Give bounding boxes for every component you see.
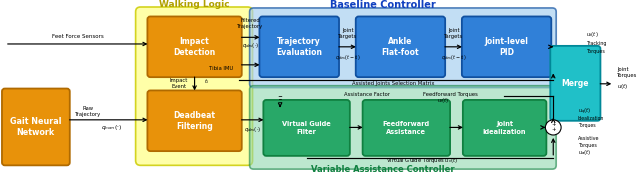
- Text: Merge: Merge: [562, 79, 589, 88]
- Text: Joint
Targets: Joint Targets: [339, 28, 358, 39]
- FancyBboxPatch shape: [462, 17, 551, 77]
- FancyBboxPatch shape: [356, 17, 445, 77]
- Text: Joint-level
PID: Joint-level PID: [484, 37, 529, 57]
- Text: Joint
Torques: Joint Torques: [617, 67, 637, 78]
- Text: $u_q(t)$: $u_q(t)$: [578, 107, 591, 117]
- Text: Virtual Guide Torques $u_v(t)$: Virtual Guide Torques $u_v(t)$: [387, 156, 459, 165]
- FancyBboxPatch shape: [250, 8, 556, 88]
- Text: Impact
Detection: Impact Detection: [173, 37, 216, 57]
- FancyBboxPatch shape: [2, 89, 70, 165]
- Text: Feet Force Sensors: Feet Force Sensors: [52, 34, 104, 39]
- Text: Tracking: Tracking: [586, 41, 606, 46]
- Text: Torques: Torques: [586, 49, 605, 54]
- Text: $u_a(t)$: $u_a(t)$: [578, 148, 591, 157]
- FancyBboxPatch shape: [550, 46, 600, 121]
- Text: Torques: Torques: [578, 143, 596, 148]
- Text: Assisted Joints Selection Matrix: Assisted Joints Selection Matrix: [352, 81, 435, 86]
- Text: $\Xi$: $\Xi$: [277, 94, 283, 105]
- Text: Idealization: Idealization: [578, 116, 604, 121]
- FancyBboxPatch shape: [264, 100, 350, 156]
- Text: $q_{des}(\cdot)$: $q_{des}(\cdot)$: [242, 41, 259, 50]
- Text: $t_i$: $t_i$: [204, 77, 209, 86]
- Text: Walking Logic: Walking Logic: [159, 0, 230, 9]
- Text: $u_t(t)$: $u_t(t)$: [586, 30, 598, 39]
- Text: $q_{des}(\cdot)$: $q_{des}(\cdot)$: [244, 125, 261, 134]
- FancyBboxPatch shape: [250, 86, 556, 169]
- Text: $q_{des}(t-t_i)$: $q_{des}(t-t_i)$: [441, 53, 467, 62]
- Text: Filtered
Trajectory: Filtered Trajectory: [237, 18, 264, 29]
- FancyBboxPatch shape: [136, 7, 253, 165]
- Text: Trajectory
Evaluation: Trajectory Evaluation: [276, 37, 322, 57]
- FancyBboxPatch shape: [463, 100, 547, 156]
- Text: Joint
Targets: Joint Targets: [444, 28, 463, 39]
- Text: Feedforward Torques: Feedforward Torques: [422, 92, 477, 97]
- Text: $q_{des}(t-t_i)$: $q_{des}(t-t_i)$: [335, 53, 361, 62]
- Text: Joint
Idealization: Joint Idealization: [483, 121, 526, 135]
- Text: Baseline Controller: Baseline Controller: [330, 0, 436, 10]
- Text: Feedforward
Assistance: Feedforward Assistance: [383, 121, 430, 135]
- Text: Assistance Factor: Assistance Factor: [344, 92, 390, 97]
- Text: Deadbeat
Filtering: Deadbeat Filtering: [173, 111, 216, 131]
- Text: Torques: Torques: [578, 123, 595, 128]
- FancyBboxPatch shape: [259, 17, 339, 77]
- FancyBboxPatch shape: [363, 100, 450, 156]
- Text: Gait Neural
Network: Gait Neural Network: [10, 117, 61, 137]
- Text: Assistive: Assistive: [578, 136, 599, 141]
- Text: Virtual Guide
Filter: Virtual Guide Filter: [282, 121, 331, 135]
- Text: Raw
Trajectory: Raw Trajectory: [76, 106, 102, 117]
- Text: Tibia IMU: Tibia IMU: [209, 66, 233, 71]
- Text: +
+: + +: [551, 122, 556, 132]
- Text: $u(t)$: $u(t)$: [617, 82, 628, 91]
- Text: Variable Assistance Controller: Variable Assistance Controller: [312, 165, 455, 174]
- Text: $q_{nom}(\cdot)$: $q_{nom}(\cdot)$: [100, 123, 122, 132]
- Text: $u_f(t)$: $u_f(t)$: [437, 96, 450, 105]
- Text: Impact
Event: Impact Event: [170, 78, 188, 89]
- Circle shape: [545, 120, 561, 135]
- FancyBboxPatch shape: [147, 17, 242, 77]
- Text: Ankle
Flat-foot: Ankle Flat-foot: [381, 37, 419, 57]
- FancyBboxPatch shape: [147, 90, 242, 151]
